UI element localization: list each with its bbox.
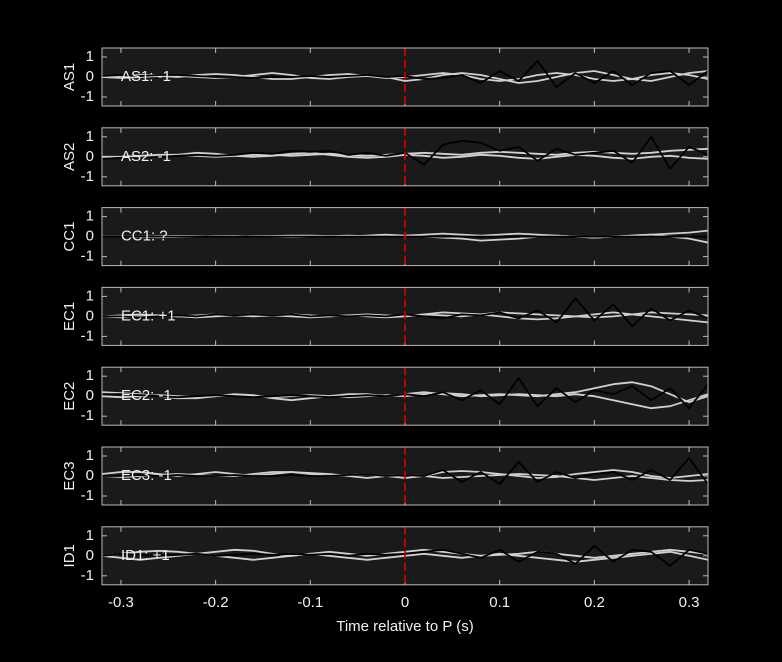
y-tick-label: 0 bbox=[86, 148, 94, 165]
y-axis-label: EC1 bbox=[61, 302, 78, 331]
y-tick-label: 0 bbox=[86, 387, 94, 404]
y-tick-label: -1 bbox=[81, 248, 94, 265]
y-tick-label: 1 bbox=[86, 367, 94, 384]
x-tick-label: -0.3 bbox=[108, 594, 134, 611]
y-tick-label: -1 bbox=[81, 88, 94, 105]
polarity-annotation: EC2: -1 bbox=[121, 387, 172, 404]
y-tick-label: 0 bbox=[86, 547, 94, 564]
y-tick-label: 1 bbox=[86, 527, 94, 544]
axes-frame bbox=[101, 446, 709, 506]
y-tick-label: -1 bbox=[81, 567, 94, 584]
axes-frame bbox=[101, 526, 709, 586]
waveform bbox=[102, 70, 708, 84]
y-tick-label: 1 bbox=[86, 287, 94, 304]
axes-frame bbox=[101, 207, 709, 267]
axes-frame bbox=[101, 127, 709, 187]
axes-frame bbox=[101, 286, 709, 346]
y-tick-label: 0 bbox=[86, 307, 94, 324]
polarity-annotation: AS2: -1 bbox=[121, 148, 171, 165]
axes-frame bbox=[101, 366, 709, 426]
polarity-annotation: CC1: ? bbox=[121, 228, 168, 245]
x-tick-label: -0.1 bbox=[297, 594, 323, 611]
polarity-annotation: EC1: +1 bbox=[121, 307, 176, 324]
y-tick-label: -1 bbox=[81, 407, 94, 424]
y-tick-label: 1 bbox=[86, 447, 94, 464]
y-tick-label: 1 bbox=[86, 208, 94, 225]
x-tick-label: 0.2 bbox=[584, 594, 605, 611]
y-axis-label: EC3 bbox=[61, 461, 78, 490]
x-tick-label: 0.1 bbox=[489, 594, 510, 611]
polarity-annotation: ID1: +1 bbox=[121, 547, 170, 564]
y-axis-label: AS1 bbox=[61, 63, 78, 91]
y-tick-label: -1 bbox=[81, 487, 94, 504]
x-tick-label: 0 bbox=[401, 594, 409, 611]
polarity-annotation: AS1: -1 bbox=[121, 68, 171, 85]
y-axis-label: AS2 bbox=[61, 143, 78, 171]
y-tick-label: 0 bbox=[86, 467, 94, 484]
y-axis-label: ID1 bbox=[61, 544, 78, 567]
polarity-annotation: EC3: -1 bbox=[121, 467, 172, 484]
y-tick-label: 1 bbox=[86, 128, 94, 145]
y-tick-label: 0 bbox=[86, 228, 94, 245]
x-tick-label: 0.3 bbox=[679, 594, 700, 611]
y-axis-label: EC2 bbox=[61, 382, 78, 411]
y-axis-label: CC1 bbox=[61, 222, 78, 252]
y-tick-label: -1 bbox=[81, 168, 94, 185]
y-tick-label: -1 bbox=[81, 327, 94, 344]
axes-frame bbox=[101, 47, 709, 107]
x-axis-label: Time relative to P (s) bbox=[336, 618, 474, 635]
y-tick-label: 1 bbox=[86, 48, 94, 65]
y-tick-label: 0 bbox=[86, 68, 94, 85]
x-tick-label: -0.2 bbox=[203, 594, 229, 611]
